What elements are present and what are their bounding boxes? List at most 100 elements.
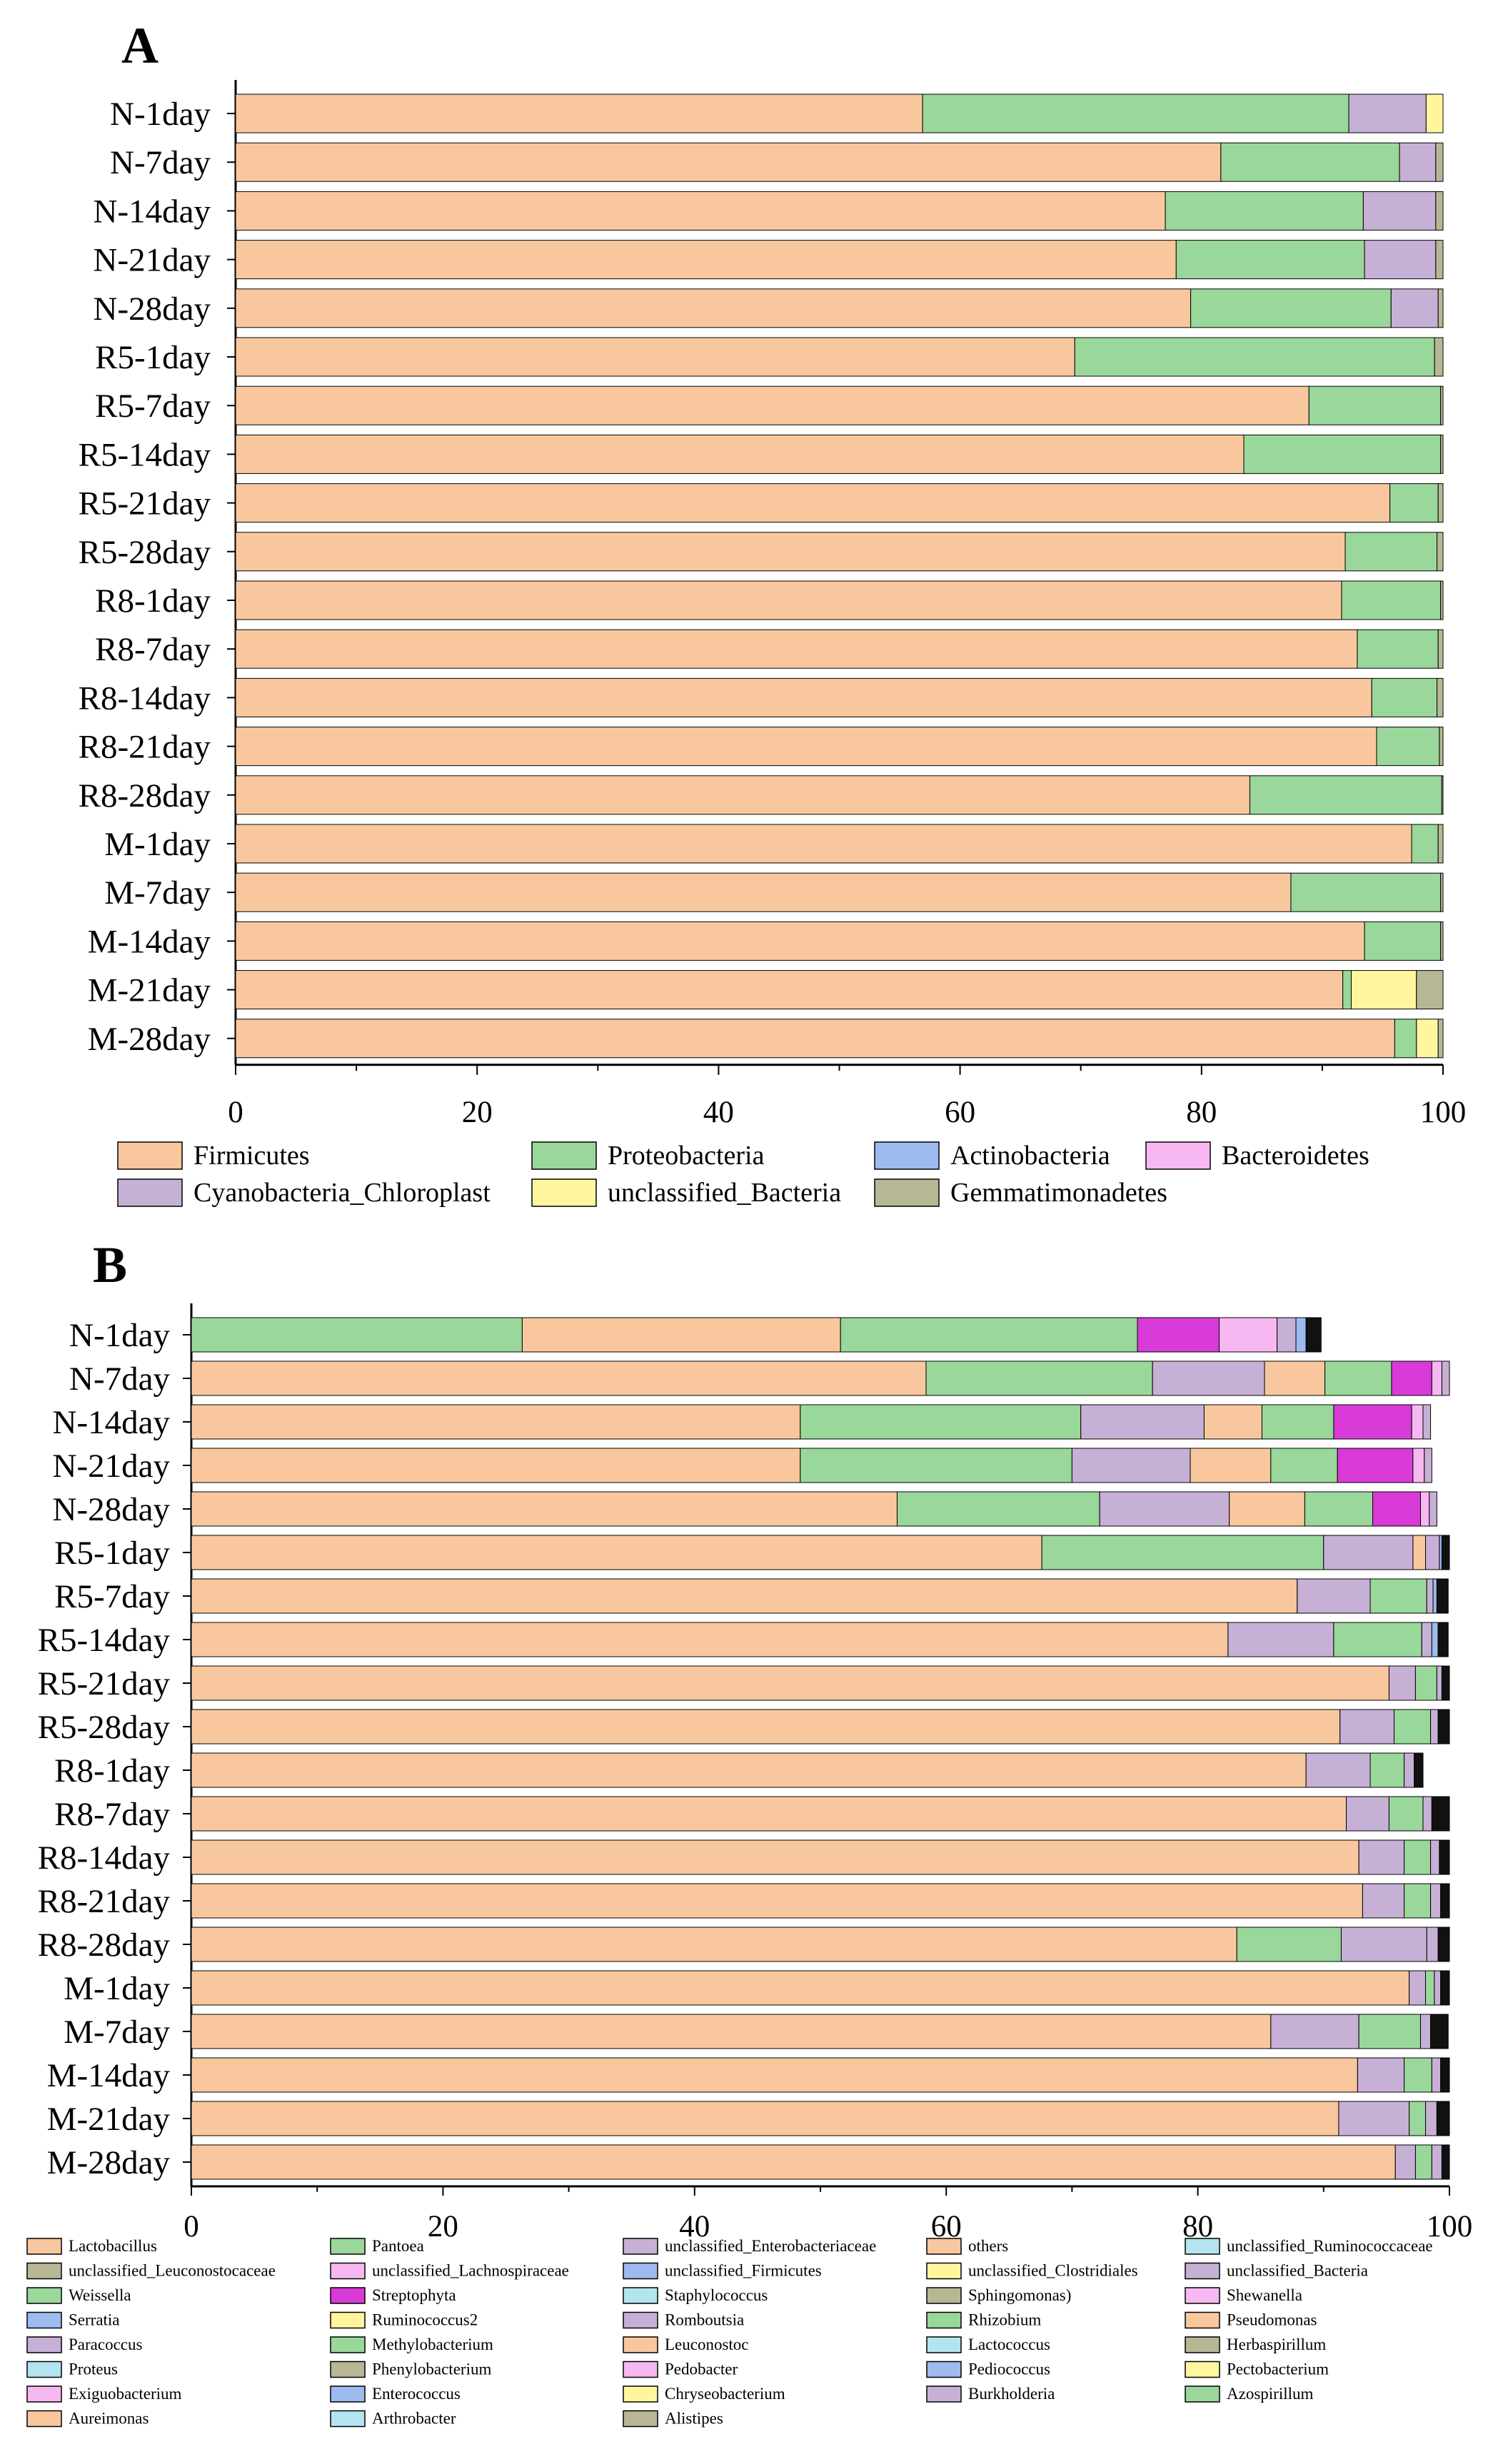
bar-segment	[1422, 1404, 1432, 1440]
legend-swatch	[1185, 2287, 1220, 2304]
y-tick-label: R5-7day	[95, 388, 211, 425]
bar-segment	[1080, 1404, 1205, 1440]
legend-label: Herbaspirillum	[1227, 2336, 1326, 2353]
legend-item: Cyanobacteria_Chloroplast	[117, 1178, 491, 1208]
bar-segment	[235, 94, 923, 133]
bar-segment	[1344, 532, 1438, 572]
legend-swatch	[874, 1178, 940, 1207]
legend-label: Shewanella	[1227, 2286, 1302, 2304]
panel-a-label: A	[121, 17, 159, 74]
y-tick-label: R5-14day	[38, 1622, 171, 1659]
legend-label: Cyanobacteria_Chloroplast	[193, 1178, 491, 1208]
legend-swatch	[874, 1141, 940, 1170]
bar-segment	[191, 2014, 1272, 2049]
bar-segment	[1394, 2144, 1416, 2180]
legend-item: unclassified_Lachnospiraceae	[330, 2262, 569, 2280]
legend-item: Gemmatimonadetes	[874, 1178, 1167, 1208]
bar-segment	[1437, 288, 1444, 328]
y-tick-label: R5-21day	[38, 1665, 171, 1702]
legend-label: unclassified_Leuconostocaceae	[69, 2262, 276, 2280]
x-tick-label: 60	[931, 2210, 962, 2243]
bar-segment	[1277, 1317, 1297, 1353]
bar-segment	[191, 1970, 1410, 2006]
legend-item: Rhizobium	[926, 2311, 1041, 2329]
bar-segment	[1203, 1404, 1262, 1440]
bar-segment	[1421, 1622, 1432, 1657]
legend-label: unclassified_Clostridiales	[968, 2262, 1138, 2280]
y-tick-label: R8-1day	[54, 1752, 170, 1789]
bar-segment	[1426, 1927, 1439, 1962]
legend-label: Serratia	[69, 2311, 120, 2329]
x-tick-label: 40	[679, 2210, 710, 2243]
bar-segment	[1295, 1317, 1307, 1353]
y-tick-label: R5-7day	[54, 1578, 170, 1615]
bar-segment	[1324, 1360, 1392, 1396]
legend-swatch	[26, 2385, 62, 2403]
bar-segment	[191, 1535, 1042, 1570]
legend-item: Burkholderia	[926, 2385, 1055, 2403]
bar-segment	[896, 1491, 1100, 1527]
bar-segment	[191, 2144, 1396, 2180]
legend-label: unclassified_Lachnospiraceae	[372, 2262, 569, 2280]
legend-swatch	[623, 2361, 658, 2378]
legend-label: Firmicutes	[193, 1141, 310, 1171]
bar-segment	[191, 1491, 898, 1527]
legend-label: Gemmatimonadetes	[950, 1178, 1167, 1208]
y-tick-label: R8-21day	[38, 1883, 171, 1920]
bar-segment	[1431, 2144, 1442, 2180]
bar-segment	[840, 1317, 1138, 1353]
legend-item: Arthrobacter	[330, 2410, 456, 2428]
legend-label: unclassified_Bacteria	[608, 1178, 841, 1208]
y-tick-label: R8-28day	[79, 777, 211, 814]
legend-item: Aureimonas	[26, 2410, 149, 2428]
bar-segment	[1388, 1796, 1424, 1832]
legend-label: Pectobacterium	[1227, 2361, 1329, 2378]
bar-segment	[1346, 1796, 1389, 1832]
bar-segment	[1436, 2101, 1450, 2136]
legend-label: unclassified_Ruminococcaceae	[1227, 2237, 1433, 2255]
bar-segment	[1439, 1535, 1442, 1570]
legend-swatch	[926, 2336, 962, 2353]
legend-swatch	[330, 2287, 366, 2304]
bar-segment	[1357, 2057, 1405, 2093]
bar-segment	[235, 337, 1075, 377]
bar-segment	[191, 1709, 1341, 1745]
bar-segment	[235, 191, 1166, 231]
legend-swatch	[1185, 2361, 1220, 2378]
legend-label: Alistipes	[665, 2410, 723, 2428]
bar-segment	[1412, 1535, 1427, 1570]
y-tick-label: N-7day	[110, 144, 211, 181]
bar-segment	[235, 872, 1292, 912]
bar-segment	[1437, 1709, 1450, 1745]
y-tick-label: M-7day	[64, 2014, 170, 2051]
bar-segment	[1430, 2014, 1449, 2049]
legend-swatch	[926, 2385, 962, 2403]
y-tick-label: R5-1day	[95, 339, 211, 376]
bar-segment	[1437, 629, 1444, 669]
legend-item: Shewanella	[1185, 2286, 1302, 2304]
bar-segment	[1435, 240, 1444, 280]
legend-swatch	[1185, 2311, 1220, 2329]
bar-segment	[235, 288, 1192, 328]
legend-swatch	[26, 2361, 62, 2378]
bar-segment	[1411, 824, 1439, 864]
legend-label: Staphylococcus	[665, 2286, 768, 2304]
bar-segment	[1439, 727, 1444, 767]
bar-segment	[235, 1019, 1395, 1059]
bar-segment	[1219, 1317, 1278, 1353]
bar-segment	[1424, 1448, 1432, 1483]
bar-segment	[1440, 2057, 1450, 2093]
y-tick-label: N-28day	[94, 291, 211, 328]
legend-item: Proteus	[26, 2361, 118, 2378]
y-tick-label: R8-1day	[95, 582, 211, 620]
bar-segment	[1404, 1883, 1432, 1919]
x-tick-label: 80	[1186, 1096, 1217, 1129]
bar-segment	[1227, 1622, 1334, 1657]
legend-label: Pedobacter	[665, 2361, 738, 2378]
bar-segment	[1431, 1360, 1442, 1396]
bar-segment	[1190, 1448, 1272, 1483]
legend-label: Aureimonas	[69, 2410, 149, 2428]
legend-label: Leuconostoc	[665, 2336, 749, 2353]
bar-segment	[1388, 1665, 1416, 1701]
y-tick-label: R8-7day	[54, 1796, 170, 1833]
